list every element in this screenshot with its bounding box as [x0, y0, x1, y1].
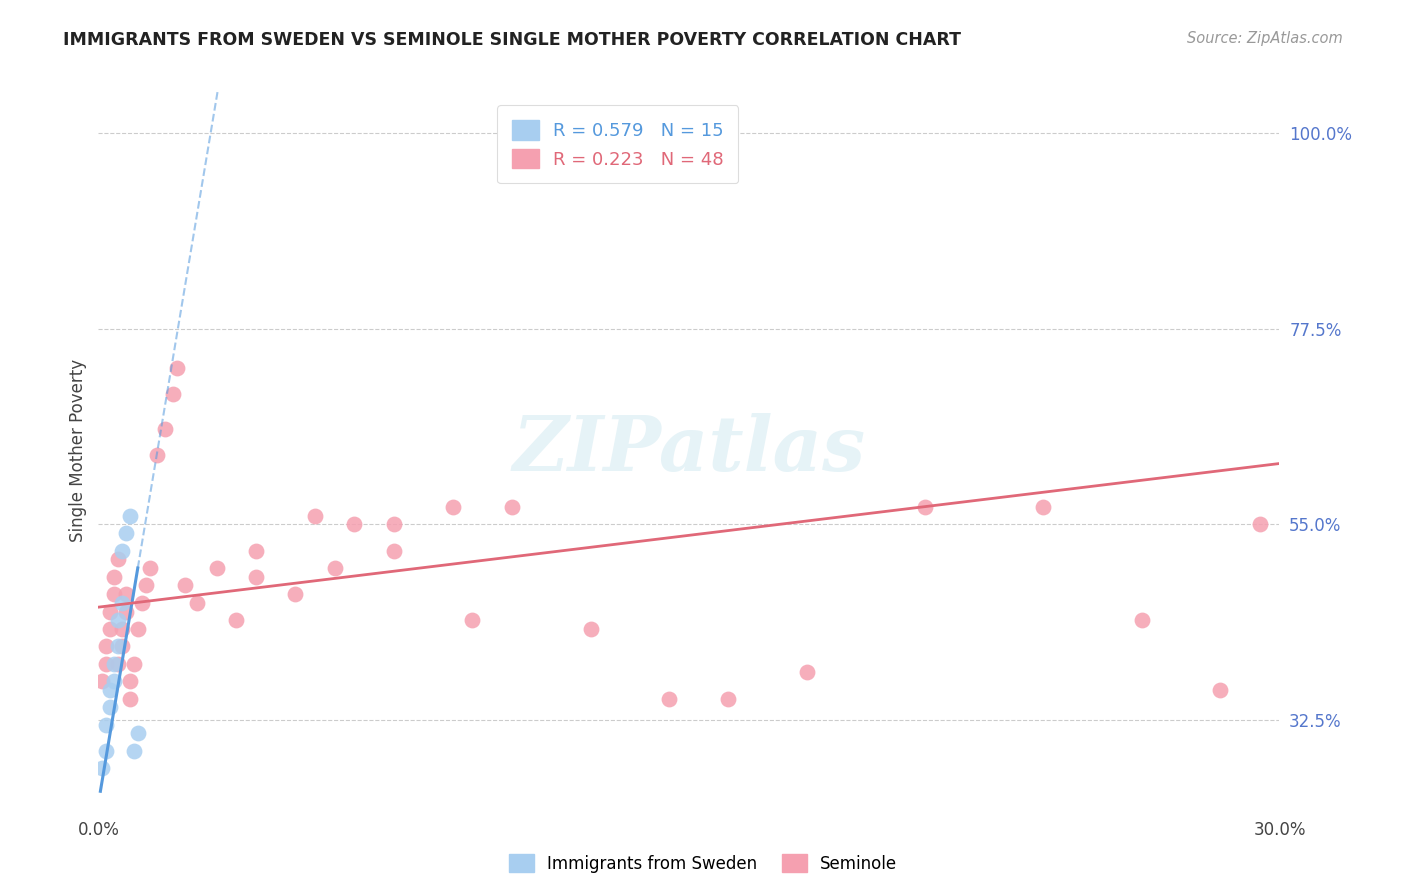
- Point: [96, 657, 118, 671]
- Y-axis label: Single Mother Poverty: Single Mother Poverty: [69, 359, 87, 542]
- Point: [91, 761, 114, 775]
- Text: IMMIGRANTS FROM SWEDEN VS SEMINOLE SINGLE MOTHER POVERTY CORRELATION CHART: IMMIGRANTS FROM SWEDEN VS SEMINOLE SINGL…: [63, 31, 962, 49]
- Point: [127, 726, 149, 740]
- Text: Source: ZipAtlas.com: Source: ZipAtlas.com: [1187, 31, 1343, 46]
- Point: [103, 587, 125, 601]
- Point: [1130, 613, 1153, 627]
- Point: [98, 682, 121, 697]
- Point: [111, 543, 134, 558]
- Point: [115, 526, 138, 541]
- Point: [103, 674, 125, 689]
- Point: [135, 578, 157, 592]
- Point: [174, 578, 197, 592]
- Point: [245, 570, 267, 584]
- Point: [118, 508, 141, 523]
- Point: [115, 605, 138, 619]
- Point: [166, 360, 188, 375]
- Point: [382, 517, 405, 532]
- Point: [118, 691, 141, 706]
- Point: [343, 517, 366, 532]
- Point: [96, 640, 118, 654]
- Point: [127, 622, 149, 636]
- Point: [796, 665, 818, 680]
- Point: [107, 552, 129, 566]
- Point: [284, 587, 307, 601]
- Point: [162, 387, 184, 401]
- Point: [115, 587, 138, 601]
- Point: [138, 561, 160, 575]
- Point: [304, 508, 326, 523]
- Point: [107, 613, 129, 627]
- Legend: Immigrants from Sweden, Seminole: Immigrants from Sweden, Seminole: [502, 847, 904, 880]
- Point: [111, 622, 134, 636]
- Point: [658, 691, 681, 706]
- Legend: R = 0.579   N = 15, R = 0.223   N = 48: R = 0.579 N = 15, R = 0.223 N = 48: [498, 105, 738, 183]
- Point: [122, 657, 145, 671]
- Point: [717, 691, 740, 706]
- Point: [118, 674, 141, 689]
- Point: [441, 500, 464, 514]
- Point: [1249, 517, 1271, 532]
- Point: [245, 543, 267, 558]
- Point: [186, 596, 208, 610]
- Point: [1209, 682, 1232, 697]
- Point: [103, 657, 125, 671]
- Point: [103, 570, 125, 584]
- Point: [96, 744, 118, 758]
- Point: [96, 717, 118, 731]
- Point: [579, 622, 602, 636]
- Point: [501, 500, 523, 514]
- Point: [155, 422, 177, 436]
- Point: [107, 657, 129, 671]
- Text: ZIPatlas: ZIPatlas: [512, 414, 866, 487]
- Point: [131, 596, 153, 610]
- Point: [146, 448, 169, 462]
- Point: [98, 622, 121, 636]
- Point: [225, 613, 247, 627]
- Point: [461, 613, 484, 627]
- Point: [1032, 500, 1054, 514]
- Point: [382, 543, 405, 558]
- Point: [91, 674, 114, 689]
- Point: [205, 561, 228, 575]
- Point: [122, 744, 145, 758]
- Point: [107, 640, 129, 654]
- Point: [323, 561, 346, 575]
- Point: [111, 640, 134, 654]
- Point: [98, 605, 121, 619]
- Point: [914, 500, 936, 514]
- Point: [111, 596, 134, 610]
- Point: [98, 700, 121, 714]
